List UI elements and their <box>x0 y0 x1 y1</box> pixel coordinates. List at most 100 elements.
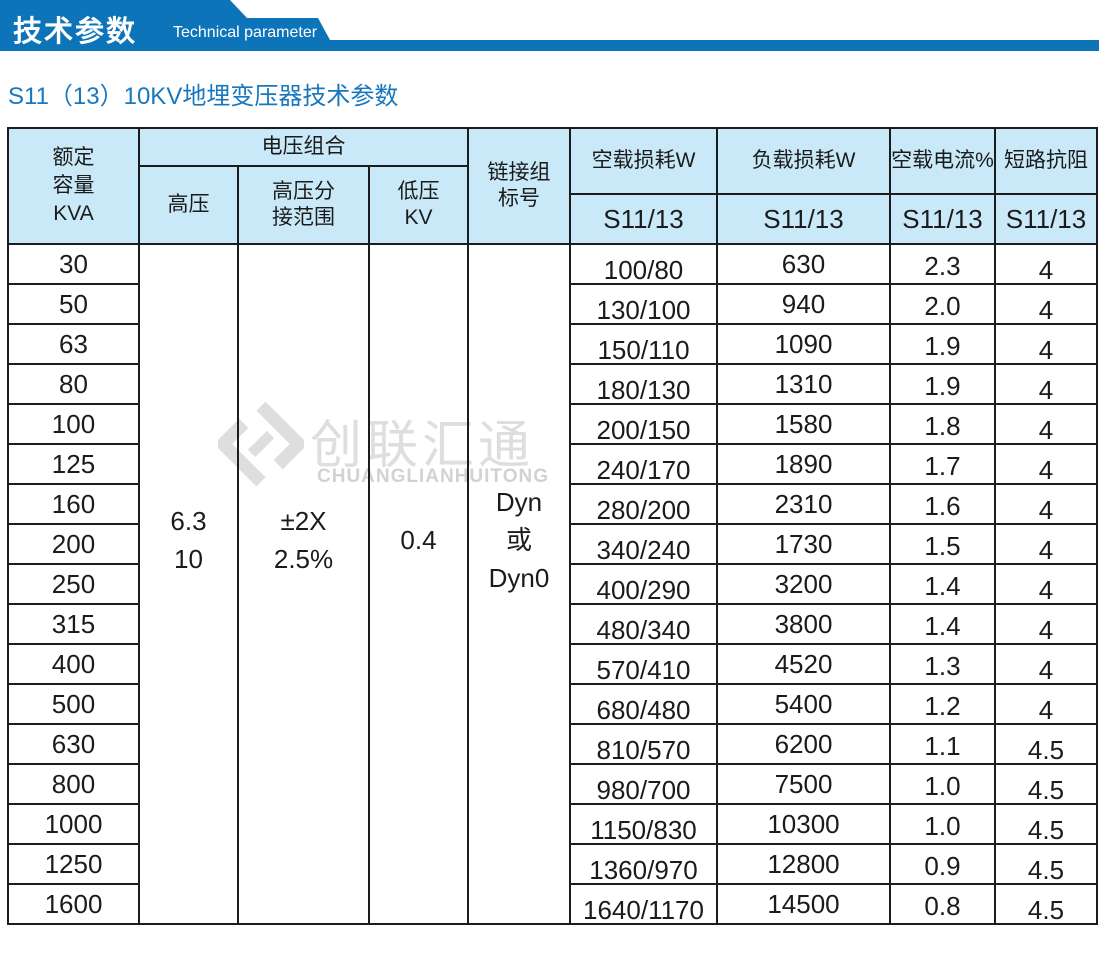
load-value: 10300 <box>718 805 891 845</box>
current-value: 0.8 <box>891 885 996 925</box>
subheader-model: S11/13 <box>718 195 891 245</box>
merged-low-voltage-value: 0.4 <box>370 245 469 925</box>
load-value: 4520 <box>718 645 891 685</box>
impedance-value: 4.5 <box>996 845 1098 885</box>
merged-high-voltage-value: 6.3 10 <box>140 245 239 925</box>
noload-value: 480/340 <box>571 605 718 645</box>
capacity-value: 800 <box>9 765 140 805</box>
noload-value: 810/570 <box>571 725 718 765</box>
noload-value: 980/700 <box>571 765 718 805</box>
merged-vector-group-value: Dyn 或 Dyn0 <box>469 245 571 925</box>
impedance-value: 4 <box>996 245 1098 285</box>
load-value: 5400 <box>718 685 891 725</box>
current-value: 1.6 <box>891 485 996 525</box>
subheader-model: S11/13 <box>571 195 718 245</box>
capacity-value: 400 <box>9 645 140 685</box>
watermark-logo-icon <box>218 401 304 487</box>
page-title: S11（13）10KV地埋变压器技术参数 <box>8 83 399 110</box>
header-high-voltage: 高压 <box>140 167 239 245</box>
current-value: 1.9 <box>891 325 996 365</box>
current-value: 2.0 <box>891 285 996 325</box>
current-value: 1.3 <box>891 645 996 685</box>
impedance-value: 4 <box>996 285 1098 325</box>
banner-title: 技术参数 <box>13 16 138 48</box>
load-value: 14500 <box>718 885 891 925</box>
current-value: 1.1 <box>891 725 996 765</box>
impedance-value: 4 <box>996 365 1098 405</box>
merged-tap-range-value: ±2X 2.5% <box>239 245 370 925</box>
noload-value: 280/200 <box>571 485 718 525</box>
load-value: 3800 <box>718 605 891 645</box>
capacity-value: 250 <box>9 565 140 605</box>
header-low-voltage: 低压 KV <box>370 167 469 245</box>
impedance-value: 4 <box>996 685 1098 725</box>
current-value: 1.5 <box>891 525 996 565</box>
noload-value: 180/130 <box>571 365 718 405</box>
noload-value: 200/150 <box>571 405 718 445</box>
capacity-value: 50 <box>9 285 140 325</box>
noload-value: 130/100 <box>571 285 718 325</box>
table-grid: 额定 容量 KVA 电压组合 高压 高压分 接范围 低压 KV 链接组 标号 空… <box>7 127 1098 925</box>
capacity-value: 200 <box>9 525 140 565</box>
current-value: 1.9 <box>891 365 996 405</box>
impedance-value: 4 <box>996 325 1098 365</box>
section-banner: 技术参数 Technical parameter <box>0 0 1099 52</box>
capacity-value: 1250 <box>9 845 140 885</box>
header-impedance: 短路抗阻 <box>996 129 1098 195</box>
noload-value: 1150/830 <box>571 805 718 845</box>
load-value: 6200 <box>718 725 891 765</box>
capacity-value: 160 <box>9 485 140 525</box>
current-value: 0.9 <box>891 845 996 885</box>
header-load-loss: 负载损耗W <box>718 129 891 195</box>
load-value: 12800 <box>718 845 891 885</box>
load-value: 2310 <box>718 485 891 525</box>
subheader-model: S11/13 <box>891 195 996 245</box>
impedance-value: 4.5 <box>996 805 1098 845</box>
load-value: 7500 <box>718 765 891 805</box>
impedance-value: 4.5 <box>996 765 1098 805</box>
impedance-value: 4.5 <box>996 885 1098 925</box>
load-value: 630 <box>718 245 891 285</box>
impedance-value: 4 <box>996 485 1098 525</box>
watermark-text-zh: 创联汇通 <box>310 417 535 475</box>
current-value: 1.4 <box>891 565 996 605</box>
noload-value: 400/290 <box>571 565 718 605</box>
load-value: 3200 <box>718 565 891 605</box>
impedance-value: 4 <box>996 445 1098 485</box>
subheader-model: S11/13 <box>996 195 1098 245</box>
load-value: 940 <box>718 285 891 325</box>
capacity-value: 630 <box>9 725 140 765</box>
noload-value: 1640/1170 <box>571 885 718 925</box>
impedance-value: 4 <box>996 645 1098 685</box>
current-value: 1.0 <box>891 805 996 845</box>
current-value: 1.7 <box>891 445 996 485</box>
capacity-value: 30 <box>9 245 140 285</box>
load-value: 1890 <box>718 445 891 485</box>
load-value: 1310 <box>718 365 891 405</box>
impedance-value: 4 <box>996 405 1098 445</box>
capacity-value: 500 <box>9 685 140 725</box>
impedance-value: 4.5 <box>996 725 1098 765</box>
capacity-value: 315 <box>9 605 140 645</box>
noload-value: 570/410 <box>571 645 718 685</box>
load-value: 1580 <box>718 405 891 445</box>
current-value: 1.2 <box>891 685 996 725</box>
noload-value: 680/480 <box>571 685 718 725</box>
impedance-value: 4 <box>996 605 1098 645</box>
noload-value: 100/80 <box>571 245 718 285</box>
noload-value: 340/240 <box>571 525 718 565</box>
header-noload-current: 空载电流% <box>891 129 996 195</box>
banner-subtitle: Technical parameter <box>173 24 318 41</box>
noload-value: 1360/970 <box>571 845 718 885</box>
header-noload-loss: 空载损耗W <box>571 129 718 195</box>
noload-value: 150/110 <box>571 325 718 365</box>
current-value: 1.8 <box>891 405 996 445</box>
header-vector-group: 链接组 标号 <box>469 129 571 245</box>
capacity-value: 125 <box>9 445 140 485</box>
capacity-value: 1000 <box>9 805 140 845</box>
impedance-value: 4 <box>996 565 1098 605</box>
header-rated-capacity: 额定 容量 KVA <box>9 129 140 245</box>
watermark: 创联汇通 CHUANGLIANHUITONG <box>218 399 568 529</box>
current-value: 1.4 <box>891 605 996 645</box>
